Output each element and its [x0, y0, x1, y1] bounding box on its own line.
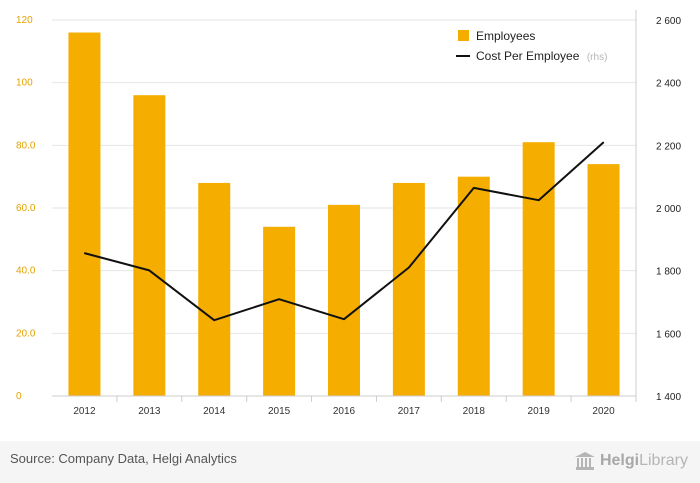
- x-tick-label: 2018: [463, 406, 486, 417]
- bar: [587, 164, 620, 396]
- legend-label-cost-per-employee: Cost Per Employee (rhs): [476, 47, 607, 64]
- x-tick-label: 2015: [268, 406, 291, 417]
- x-tick-label: 2020: [592, 406, 615, 417]
- bar: [392, 182, 425, 396]
- line-point: [473, 187, 475, 189]
- line-point: [538, 199, 540, 201]
- footer: Source: Company Data, Helgi Analytics He…: [0, 441, 700, 483]
- source-note: Source: Company Data, Helgi Analytics: [10, 451, 237, 466]
- right-axis: 1 400 1 600 1 800 2 000 2 200 2 400 2 600: [635, 10, 681, 403]
- bar: [457, 176, 490, 396]
- bar: [263, 226, 296, 396]
- y-left-tick-label: 120: [16, 15, 33, 26]
- x-tick-label: 2016: [333, 406, 356, 417]
- left-axis: 0 20.0 40.0 60.0 80.0 100 120: [16, 15, 36, 402]
- bar: [133, 95, 166, 396]
- y-left-tick-label: 0: [16, 391, 22, 402]
- line-point: [408, 267, 410, 269]
- bar-series: [68, 32, 620, 397]
- library-building-icon: [574, 452, 595, 470]
- x-axis: 2012 2013 2014 2015 2016 2017 2018 2019 2020: [52, 395, 637, 417]
- y-left-tick-label: 60.0: [16, 203, 36, 214]
- line-point: [83, 252, 85, 254]
- legend: Employees Cost Per Employee (rhs): [456, 29, 607, 64]
- line-point: [148, 269, 150, 271]
- bar: [522, 142, 555, 396]
- x-tick-label: 2014: [203, 406, 226, 417]
- y-left-tick-label: 100: [16, 78, 33, 89]
- line-point: [343, 318, 345, 320]
- legend-swatch-employees: [458, 30, 469, 41]
- y-right-tick-label: 1 400: [656, 392, 681, 403]
- y-right-tick-label: 2 000: [656, 204, 681, 215]
- x-tick-label: 2019: [528, 406, 551, 417]
- bar: [68, 32, 101, 397]
- x-tick-label: 2017: [398, 406, 421, 417]
- y-right-tick-label: 2 600: [656, 16, 681, 27]
- legend-label-employees: Employees: [476, 29, 535, 43]
- logo-text: HelgiLibrary: [599, 452, 688, 469]
- chart: 2012 2013 2014 2015 2016 2017 2018 2019 2020 0 20…: [16, 10, 681, 417]
- y-right-tick-label: 1 800: [656, 267, 681, 278]
- line-point: [278, 298, 280, 300]
- line-point: [213, 319, 215, 321]
- x-tick-label: 2013: [138, 406, 161, 417]
- bar: [328, 204, 360, 396]
- line-series: [83, 141, 605, 322]
- x-tick-label: 2012: [73, 406, 96, 417]
- y-left-tick-label: 80.0: [16, 140, 36, 151]
- y-right-tick-label: 2 400: [656, 79, 681, 90]
- y-right-tick-label: 1 600: [656, 329, 681, 340]
- y-left-tick-label: 20.0: [16, 328, 36, 339]
- helgi-library-logo[interactable]: HelgiLibrary: [574, 447, 688, 475]
- y-left-tick-label: 40.0: [16, 266, 36, 277]
- y-right-tick-label: 2 200: [656, 141, 681, 152]
- line-point: [603, 141, 605, 143]
- bar: [198, 182, 231, 396]
